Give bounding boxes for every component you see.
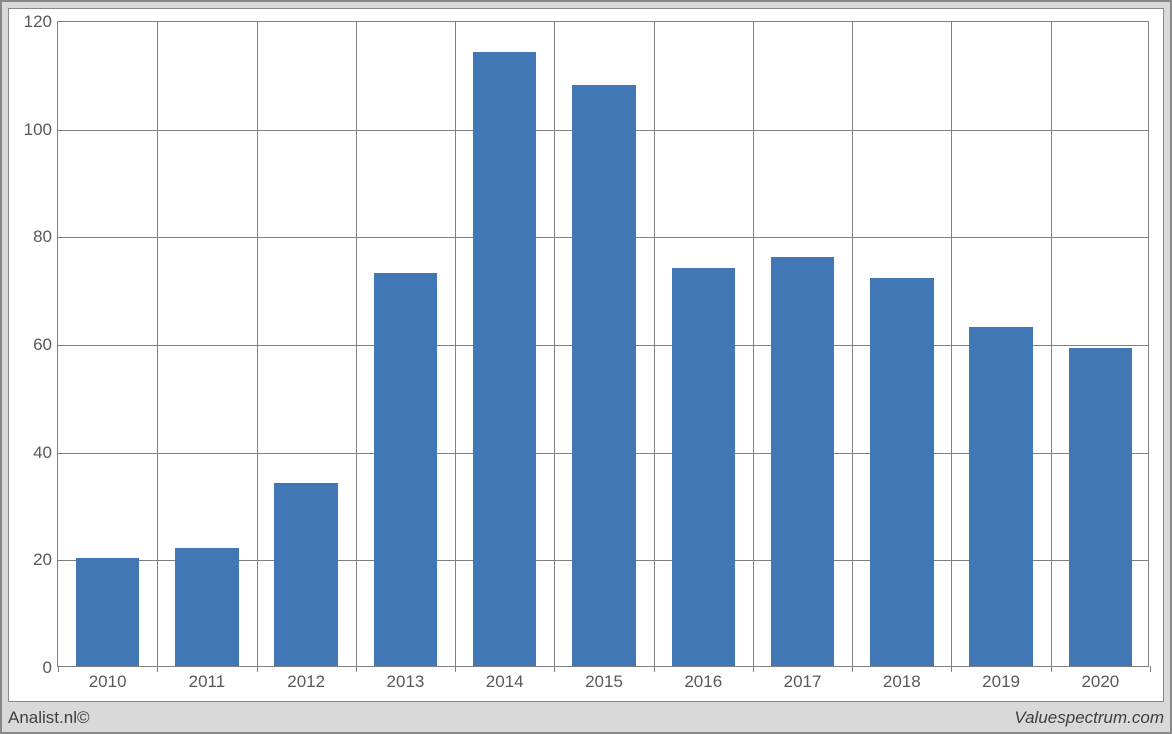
x-tick-label: 2016 [684, 666, 722, 692]
x-tick-label: 2020 [1081, 666, 1119, 692]
bar [969, 327, 1033, 666]
footer-right-credit: Valuespectrum.com [1014, 708, 1164, 728]
bar [572, 85, 636, 666]
y-tick-label: 60 [33, 335, 58, 355]
x-tick-mark [257, 666, 258, 672]
bar [274, 483, 338, 666]
x-tick-label: 2011 [189, 666, 226, 692]
x-tick-label: 2018 [883, 666, 921, 692]
bar [870, 278, 934, 666]
x-tick-label: 2017 [784, 666, 822, 692]
y-tick-label: 80 [33, 227, 58, 247]
x-tick-label: 2010 [89, 666, 127, 692]
gridline-vertical [356, 22, 357, 666]
gridline-vertical [852, 22, 853, 666]
bar [76, 558, 140, 666]
x-tick-label: 2019 [982, 666, 1020, 692]
gridline-vertical [1051, 22, 1052, 666]
x-tick-mark [1150, 666, 1151, 672]
bar [374, 273, 438, 666]
y-tick-label: 20 [33, 550, 58, 570]
plot-area: 0204060801001202010201120122013201420152… [57, 21, 1149, 667]
y-tick-label: 100 [24, 120, 58, 140]
chart-outer: 0 20 40 60 80 100 120 2010 2011 2012 2013 2014 2015 2… [0, 0, 1172, 734]
x-tick-label: 2014 [486, 666, 524, 692]
x-tick-label: 2013 [387, 666, 425, 692]
y-tick-label: 40 [33, 443, 58, 463]
gridline-vertical [951, 22, 952, 666]
gridline-vertical [157, 22, 158, 666]
footer-left-credit: Analist.nl© [8, 708, 90, 728]
bar [1069, 348, 1133, 666]
x-tick-mark [951, 666, 952, 672]
chart-inner-box: 0 20 40 60 80 100 120 2010 2011 2012 2013 2014 2015 2… [8, 8, 1164, 702]
x-tick-mark [455, 666, 456, 672]
x-tick-mark [157, 666, 158, 672]
bar [672, 268, 736, 666]
x-tick-mark [58, 666, 59, 672]
x-tick-mark [1051, 666, 1052, 672]
x-tick-mark [554, 666, 555, 672]
x-tick-label: 2012 [287, 666, 325, 692]
gridline-vertical [753, 22, 754, 666]
bar [473, 52, 537, 666]
x-tick-mark [753, 666, 754, 672]
bar [175, 548, 239, 666]
gridline-vertical [654, 22, 655, 666]
y-tick-label: 120 [24, 12, 58, 32]
bar [771, 257, 835, 666]
y-tick-label: 0 [43, 658, 58, 678]
gridline-vertical [554, 22, 555, 666]
gridline-vertical [455, 22, 456, 666]
gridline-vertical [257, 22, 258, 666]
x-tick-mark [654, 666, 655, 672]
x-tick-mark [852, 666, 853, 672]
x-tick-mark [356, 666, 357, 672]
x-tick-label: 2015 [585, 666, 623, 692]
